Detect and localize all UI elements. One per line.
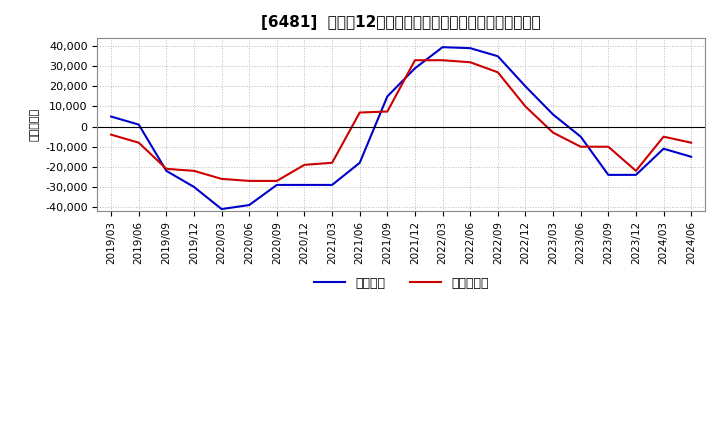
- 経常利益: [135, 122, 143, 127]
- 経常利益: [189, 184, 198, 190]
- 当期純利益: [660, 134, 668, 139]
- 経常利益: [438, 44, 447, 50]
- Title: [6481]  利益の12か月移動合計の対前年同期増減額の推移: [6481] 利益の12か月移動合計の対前年同期増減額の推移: [261, 15, 541, 30]
- 当期純利益: [604, 144, 613, 149]
- Line: 経常利益: 経常利益: [111, 47, 691, 209]
- 当期純利益: [162, 166, 171, 172]
- 経常利益: [162, 168, 171, 173]
- 経常利益: [410, 66, 419, 71]
- Line: 当期純利益: 当期純利益: [111, 60, 691, 181]
- 経常利益: [356, 160, 364, 165]
- 当期純利益: [631, 168, 640, 173]
- 当期純利益: [549, 130, 557, 135]
- 経常利益: [273, 182, 282, 187]
- 当期純利益: [410, 58, 419, 63]
- 経常利益: [107, 114, 115, 119]
- 経常利益: [466, 45, 474, 51]
- 経常利益: [245, 202, 253, 208]
- 当期純利益: [328, 160, 336, 165]
- 当期純利益: [217, 176, 226, 182]
- 当期純利益: [577, 144, 585, 149]
- 当期純利益: [245, 178, 253, 183]
- 当期純利益: [300, 162, 309, 168]
- 経常利益: [300, 182, 309, 187]
- 当期純利益: [521, 104, 530, 109]
- 経常利益: [383, 94, 392, 99]
- 当期純利益: [438, 58, 447, 63]
- 経常利益: [631, 172, 640, 177]
- 当期純利益: [687, 140, 696, 145]
- 当期純利益: [189, 168, 198, 173]
- 経常利益: [687, 154, 696, 159]
- 経常利益: [521, 84, 530, 89]
- 当期純利益: [466, 59, 474, 65]
- 当期純利益: [356, 110, 364, 115]
- 当期純利益: [493, 70, 502, 75]
- 経常利益: [604, 172, 613, 177]
- 経常利益: [217, 206, 226, 212]
- Legend: 経常利益, 当期純利益: 経常利益, 当期純利益: [309, 272, 494, 295]
- 当期純利益: [107, 132, 115, 137]
- Y-axis label: （百万円）: （百万円）: [30, 108, 40, 141]
- 当期純利益: [273, 178, 282, 183]
- 当期純利益: [135, 140, 143, 145]
- 経常利益: [493, 54, 502, 59]
- 経常利益: [577, 134, 585, 139]
- 経常利益: [660, 146, 668, 151]
- 経常利益: [328, 182, 336, 187]
- 当期純利益: [383, 109, 392, 114]
- 経常利益: [549, 112, 557, 117]
